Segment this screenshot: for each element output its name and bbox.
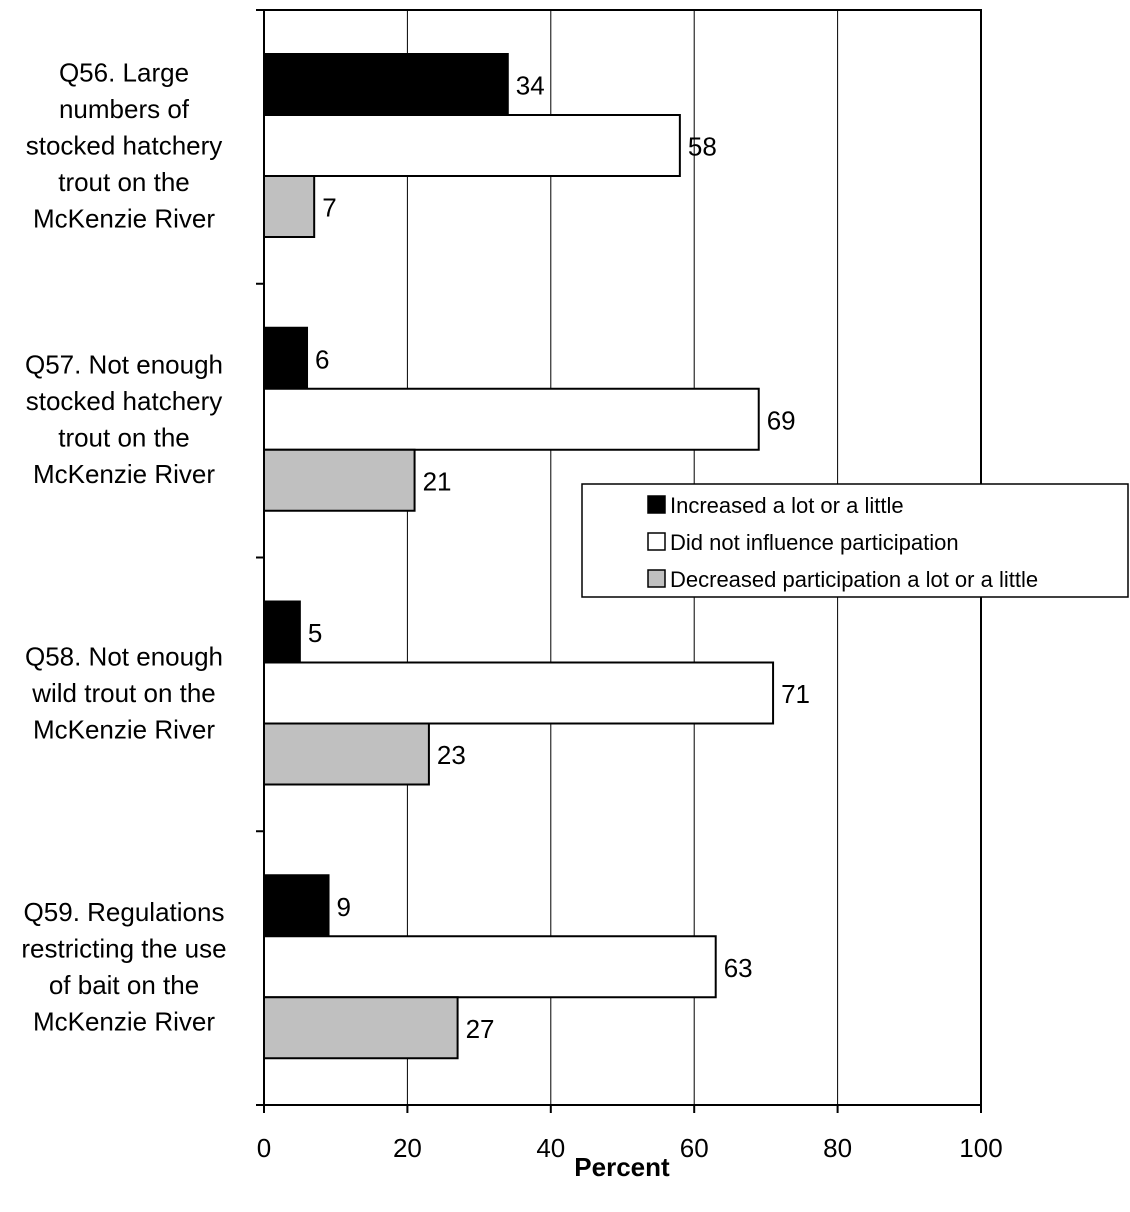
legend: Increased a lot or a little Did not influ… xyxy=(581,483,1129,598)
bar xyxy=(263,722,430,786)
category-label: Q56. Large numbers of stocked hatchery trou… xyxy=(26,58,223,234)
bar-value-label: 7 xyxy=(322,193,336,223)
x-tick-label: 0 xyxy=(257,1133,271,1163)
legend-label: Increased a lot or a little xyxy=(670,493,904,518)
bar-value-label: 69 xyxy=(767,405,796,435)
x-tick-label: 80 xyxy=(823,1133,852,1163)
value-labels: 34 58 7 6 69 21 5 71 23 9 63 27 xyxy=(308,71,810,1044)
category-label-line: stocked hatchery xyxy=(26,386,223,416)
category-label-line: numbers of xyxy=(59,94,190,124)
category-label-line: Q58. Not enough xyxy=(25,642,223,672)
category-label-line: stocked hatchery xyxy=(26,131,223,161)
bar-value-label: 63 xyxy=(724,953,753,983)
bar-value-label: 71 xyxy=(781,679,810,709)
bar-value-label: 58 xyxy=(688,132,717,162)
category-label: Q57. Not enough stocked hatchery trout on … xyxy=(25,350,223,490)
category-label-line: McKenzie River xyxy=(33,459,215,489)
category-labels: Q56. Large numbers of stocked hatchery trou… xyxy=(21,58,226,1037)
x-tick-labels: 0 20 40 60 80 100 xyxy=(257,1133,1003,1163)
bar xyxy=(263,53,509,116)
bar xyxy=(263,661,775,725)
category-label-line: of bait on the xyxy=(49,970,199,1000)
category-label-line: McKenzie River xyxy=(33,204,215,234)
category-label-line: McKenzie River xyxy=(33,715,215,745)
category-label-line: wild trout on the xyxy=(31,678,216,708)
bar-value-label: 9 xyxy=(337,892,351,922)
bar xyxy=(263,996,459,1060)
bar-value-label: 23 xyxy=(437,740,466,770)
x-tick-label: 60 xyxy=(680,1133,709,1163)
category-label: Q58. Not enough wild trout on the McKenzie… xyxy=(25,642,223,745)
legend-swatch xyxy=(647,495,666,514)
axis-ticks xyxy=(256,9,982,1113)
bars xyxy=(263,53,775,1060)
bar-value-label: 21 xyxy=(423,466,452,496)
category-label-line: Q57. Not enough xyxy=(25,350,223,380)
x-tick-label: 20 xyxy=(393,1133,422,1163)
bar xyxy=(263,448,416,512)
category-label: Q59. Regulations restricting the use of ba… xyxy=(21,897,226,1037)
x-axis-title: Percent xyxy=(574,1152,670,1182)
bar xyxy=(263,326,309,390)
bar xyxy=(263,387,760,451)
bar-value-label: 6 xyxy=(315,344,329,374)
bar xyxy=(263,874,330,938)
bar xyxy=(263,600,301,664)
x-tick-label: 40 xyxy=(536,1133,565,1163)
bar-value-label: 27 xyxy=(466,1014,495,1044)
category-label-line: trout on the xyxy=(58,167,190,197)
legend-box xyxy=(581,483,1129,598)
legend-swatch xyxy=(647,532,666,551)
legend-swatch xyxy=(647,569,666,588)
category-label-line: restricting the use xyxy=(21,934,226,964)
x-tick-label: 100 xyxy=(959,1133,1002,1163)
bar xyxy=(263,935,717,999)
category-label-line: trout on the xyxy=(58,423,190,453)
bar xyxy=(263,114,681,177)
bar-value-label: 34 xyxy=(516,71,545,101)
bar xyxy=(263,175,316,238)
bar-value-label: 5 xyxy=(308,618,322,648)
legend-label: Did not influence participation xyxy=(670,530,959,555)
category-label-line: Q59. Regulations xyxy=(24,897,225,927)
legend-label: Decreased participation a lot or a littl… xyxy=(670,567,1038,592)
category-label-line: McKenzie River xyxy=(33,1007,215,1037)
category-label-line: Q56. Large xyxy=(59,58,189,88)
